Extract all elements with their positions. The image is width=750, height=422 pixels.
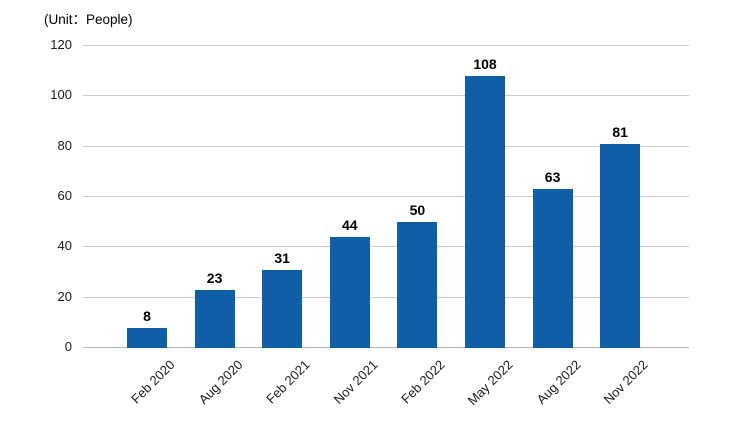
bar-value-label: 44 <box>342 217 358 234</box>
plot-area: 0 20 40 60 80 100 120 8 Feb 2020 23 Aug 2020 31 Feb … <box>50 37 689 408</box>
x-axis-label: Feb 2021 <box>263 357 313 407</box>
y-tick-label: 100 <box>50 87 72 103</box>
gridline <box>83 196 689 197</box>
bar-feb-2020 <box>127 327 167 348</box>
x-axis-label: Feb 2020 <box>128 357 178 407</box>
bar-feb-2021 <box>262 269 303 348</box>
bar-nov-2022 <box>600 144 641 348</box>
bar-nov-2021 <box>329 237 370 348</box>
bar-value-label: 108 <box>473 56 497 73</box>
gridline <box>83 296 689 298</box>
y-tick-label: 40 <box>57 238 72 254</box>
y-tick-label: 60 <box>57 188 72 203</box>
x-axis-label: Feb 2022 <box>398 357 448 407</box>
x-axis-label: Aug 2022 <box>533 357 584 407</box>
bar-may-2022 <box>465 76 505 348</box>
bar-value-label: 81 <box>612 124 628 141</box>
bar-aug-2020 <box>194 290 235 348</box>
bar-value-label: 50 <box>409 202 426 219</box>
bar-value-label: 8 <box>143 307 151 324</box>
x-axis-label: May 2022 <box>464 357 516 408</box>
x-axis-baseline <box>83 347 689 348</box>
y-tick-label: 120 <box>50 37 72 52</box>
bar-aug-2022 <box>532 189 573 348</box>
gridline <box>83 246 689 248</box>
bar-value-label: 31 <box>274 249 290 266</box>
gridline <box>83 145 689 147</box>
y-tick-label: 20 <box>57 288 72 304</box>
y-tick-label: 80 <box>57 137 72 153</box>
x-axis-label: Nov 2021 <box>330 357 381 407</box>
x-axis-label: Aug 2020 <box>195 357 246 407</box>
unit-label: (Unit：People) <box>44 12 133 27</box>
gridline <box>83 45 689 46</box>
y-tick-label: 0 <box>64 339 72 354</box>
x-axis-label: Nov 2022 <box>600 357 651 407</box>
gridline <box>83 95 689 97</box>
bar-value-label: 63 <box>544 169 561 186</box>
bar-value-label: 23 <box>206 270 223 287</box>
bar-feb-2022 <box>397 222 438 348</box>
